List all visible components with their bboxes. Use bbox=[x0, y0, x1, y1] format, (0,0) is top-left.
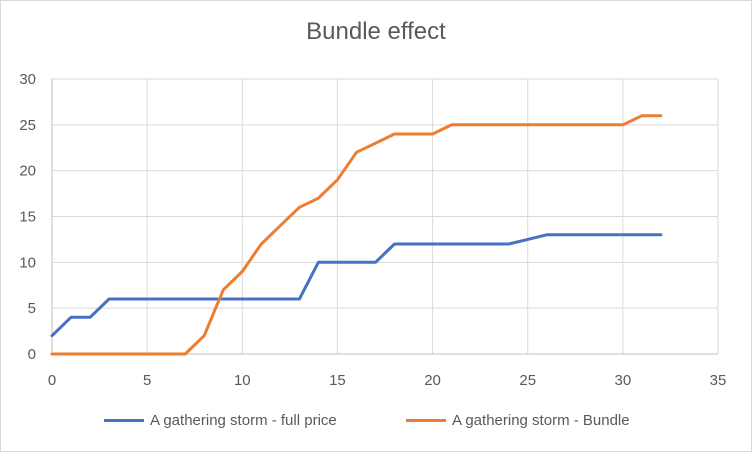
legend-label: A gathering storm - full price bbox=[150, 411, 337, 429]
y-tick-label: 15 bbox=[19, 209, 36, 226]
y-tick-label: 20 bbox=[19, 163, 36, 180]
legend-swatch bbox=[406, 418, 446, 422]
y-tick-label: 30 bbox=[19, 71, 36, 88]
chart-title: Bundle effect bbox=[306, 18, 446, 45]
x-tick-label: 25 bbox=[519, 372, 536, 389]
y-tick-label: 0 bbox=[28, 346, 36, 363]
x-tick-label: 10 bbox=[234, 372, 251, 389]
gridlines bbox=[51, 78, 719, 355]
y-tick-label: 5 bbox=[28, 300, 36, 317]
legend-item-full-price: A gathering storm - full price bbox=[104, 410, 337, 430]
x-tick-label: 5 bbox=[143, 372, 151, 389]
x-tick-labels: 0 5 10 15 20 25 30 35 bbox=[48, 372, 727, 389]
x-tick-label: 35 bbox=[710, 372, 727, 389]
series-line-1 bbox=[50, 114, 663, 356]
series-line-0 bbox=[50, 233, 663, 338]
x-tick-label: 0 bbox=[48, 372, 56, 389]
x-tick-label: 20 bbox=[424, 372, 441, 389]
series-lines bbox=[50, 114, 663, 356]
y-tick-label: 25 bbox=[19, 117, 36, 134]
x-tick-label: 15 bbox=[329, 372, 346, 389]
legend-item-bundle: A gathering storm - Bundle bbox=[406, 410, 630, 430]
legend-label: A gathering storm - Bundle bbox=[452, 411, 630, 429]
x-tick-label: 30 bbox=[615, 372, 632, 389]
y-tick-label: 10 bbox=[19, 254, 36, 271]
y-tick-labels: 0 5 10 15 20 25 30 bbox=[19, 71, 36, 363]
legend-swatch bbox=[104, 418, 144, 422]
